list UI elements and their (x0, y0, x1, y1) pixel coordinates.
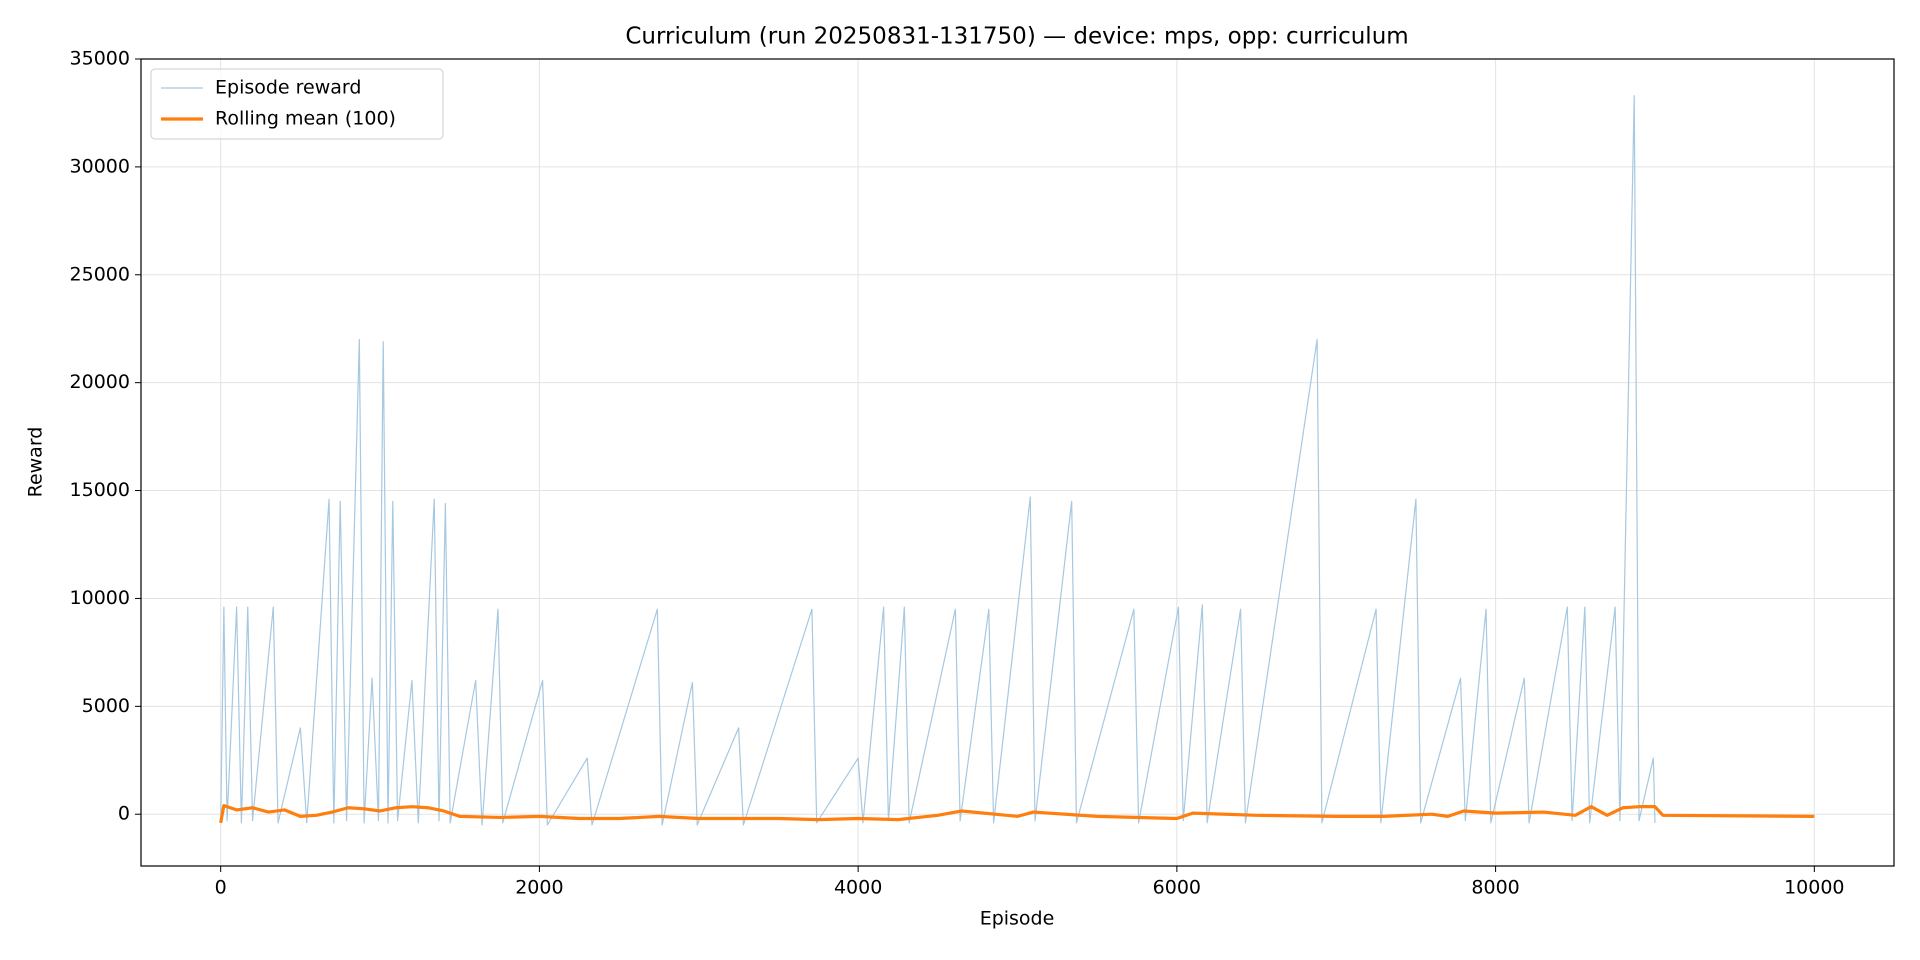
x-axis-label: Episode (980, 908, 1055, 930)
data-line (220, 95, 1656, 826)
legend-box (150, 68, 444, 140)
y-tick-label: 35000 (70, 48, 130, 70)
legend-label: Rolling mean (100) (215, 108, 396, 130)
x-tick-label: 0 (215, 877, 227, 899)
y-tick-label: 10000 (70, 587, 130, 609)
legend-label: Episode reward (215, 77, 361, 99)
x-tick-label: 8000 (1471, 877, 1519, 899)
x-tick-label: 6000 (1153, 877, 1201, 899)
chart-title: Curriculum (run 20250831-131750) — devic… (625, 24, 1408, 50)
y-tick-label: 25000 (70, 263, 130, 285)
x-tick-label: 4000 (834, 877, 882, 899)
plot-frame (140, 58, 1895, 867)
y-tick-label: 5000 (82, 695, 130, 717)
y-tick-label: 0 (118, 803, 130, 825)
y-tick-label: 20000 (70, 371, 130, 393)
x-tick-label: 2000 (515, 877, 563, 899)
y-tick-label: 30000 (70, 155, 130, 177)
x-tick-label: 10000 (1784, 877, 1844, 899)
y-axis-label: Reward (25, 427, 47, 498)
data-line (219, 803, 1815, 824)
y-tick-label: 15000 (70, 479, 130, 501)
